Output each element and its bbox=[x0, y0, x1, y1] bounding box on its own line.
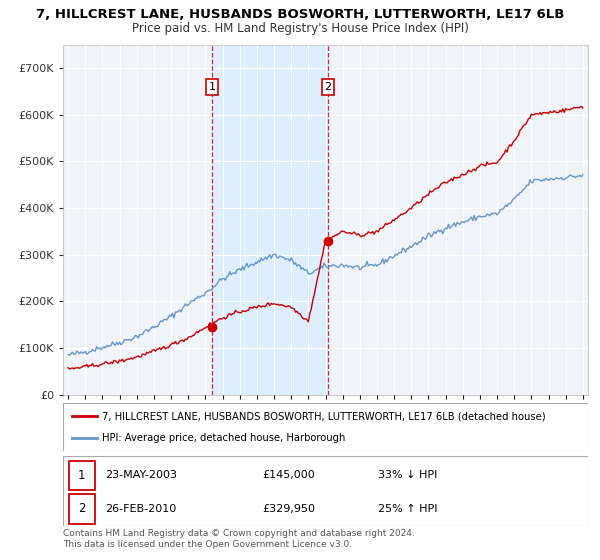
Text: 2: 2 bbox=[78, 502, 86, 515]
Bar bbox=[212, 45, 328, 395]
Text: 25% ↑ HPI: 25% ↑ HPI bbox=[378, 504, 437, 514]
Text: 23-MAY-2003: 23-MAY-2003 bbox=[105, 470, 177, 480]
Bar bbox=[70, 494, 95, 524]
Text: Contains HM Land Registry data © Crown copyright and database right 2024.
This d: Contains HM Land Registry data © Crown c… bbox=[63, 529, 415, 549]
Text: £145,000: £145,000 bbox=[263, 470, 315, 480]
Text: 7, HILLCREST LANE, HUSBANDS BOSWORTH, LUTTERWORTH, LE17 6LB (detached house): 7, HILLCREST LANE, HUSBANDS BOSWORTH, LU… bbox=[103, 411, 546, 421]
Text: HPI: Average price, detached house, Harborough: HPI: Average price, detached house, Harb… bbox=[103, 433, 346, 443]
Text: 2: 2 bbox=[325, 82, 332, 92]
Text: 26-FEB-2010: 26-FEB-2010 bbox=[105, 504, 176, 514]
Bar bbox=[70, 460, 95, 490]
Text: 1: 1 bbox=[78, 469, 86, 482]
Text: 33% ↓ HPI: 33% ↓ HPI bbox=[378, 470, 437, 480]
Text: 7, HILLCREST LANE, HUSBANDS BOSWORTH, LUTTERWORTH, LE17 6LB: 7, HILLCREST LANE, HUSBANDS BOSWORTH, LU… bbox=[36, 8, 564, 21]
Text: £329,950: £329,950 bbox=[263, 504, 316, 514]
Text: Price paid vs. HM Land Registry's House Price Index (HPI): Price paid vs. HM Land Registry's House … bbox=[131, 22, 469, 35]
Text: 1: 1 bbox=[208, 82, 215, 92]
